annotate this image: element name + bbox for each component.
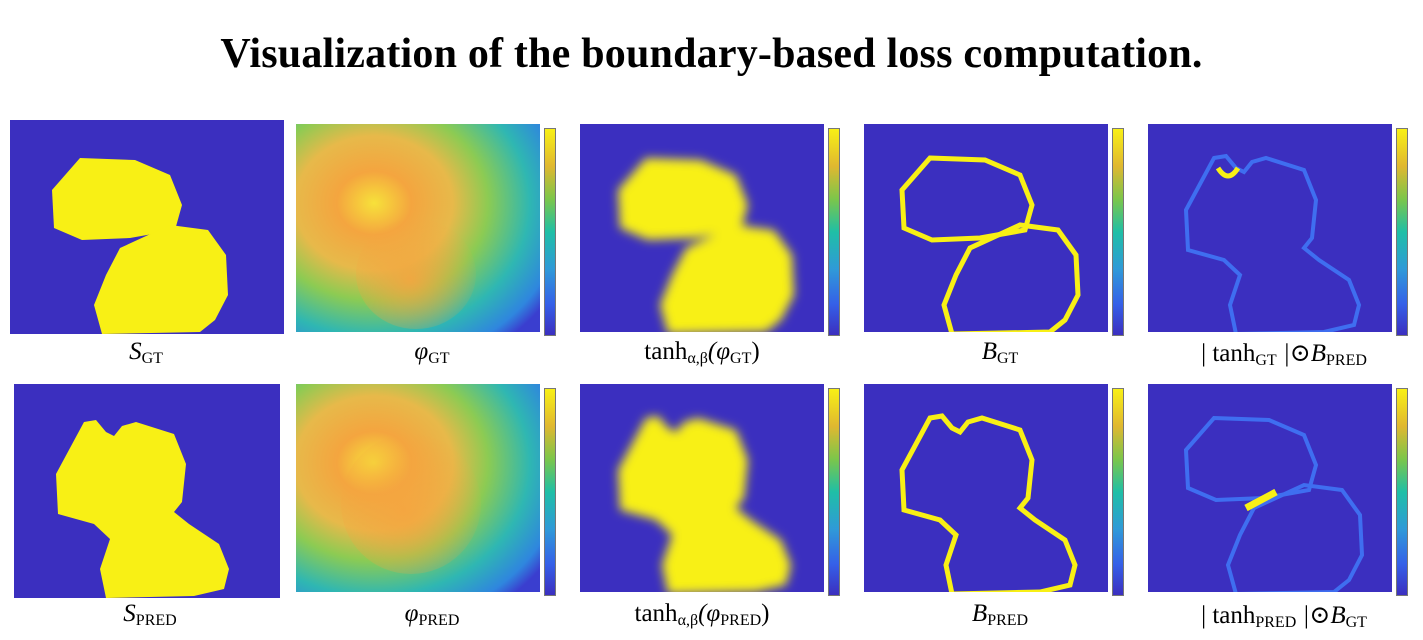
colorbar [1112,128,1124,336]
panel-b-gt [864,124,1136,338]
caption-b-pred: BPRED [971,600,1029,629]
caption-product-gt: | tanhGT |⊙BPRED [1201,340,1367,369]
tanh-image [580,384,824,592]
colorbar [828,128,840,336]
product-image [1148,384,1392,592]
caption-tanh-pred: tanhα,β(φPRED) [634,600,770,629]
panel-b-pred [864,384,1136,598]
caption-tanh-gt: tanhα,β(φGT) [644,338,760,367]
colorbar [544,128,556,336]
segmentation-image [14,384,280,598]
boundary-image [864,384,1108,592]
panel-product-gt [1148,124,1420,338]
caption-b-gt: BGT [981,338,1019,367]
colorbar [828,388,840,596]
colorbar [544,388,556,596]
distance-map-image [296,384,540,592]
caption-s-gt: SGT [129,338,163,367]
boundary-image [864,124,1108,332]
panel-s-gt [10,120,284,334]
colorbar [1396,388,1408,596]
caption-product-pred: | tanhPRED |⊙BGT [1201,602,1367,631]
figure-title: Visualization of the boundary-based loss… [220,31,1203,77]
panel-phi-gt [296,124,568,338]
segmentation-image [10,120,284,334]
tanh-image [580,124,824,332]
distance-map-image [296,124,540,332]
caption-phi-pred: φPRED [404,600,460,629]
colorbar [1112,388,1124,596]
product-image [1148,124,1392,332]
panel-tanh-gt [580,124,852,338]
panel-phi-pred [296,384,568,598]
panel-s-pred [14,384,286,598]
panel-product-pred [1148,384,1420,598]
caption-s-pred: SPRED [123,600,177,629]
panel-tanh-pred [580,384,852,598]
colorbar [1396,128,1408,336]
caption-phi-gt: φGT [414,338,450,367]
